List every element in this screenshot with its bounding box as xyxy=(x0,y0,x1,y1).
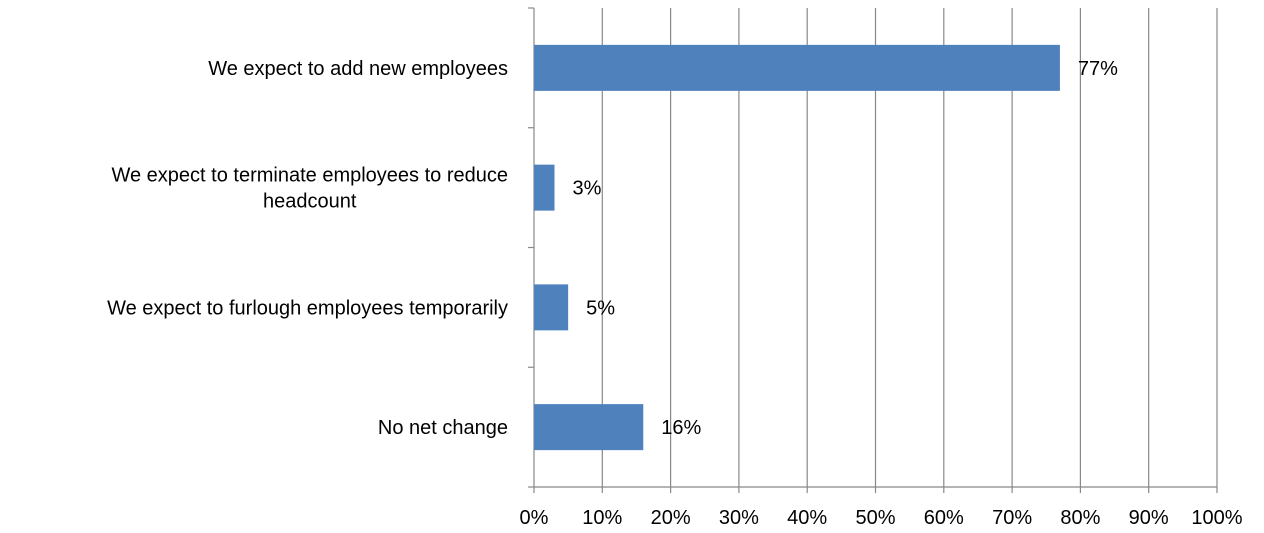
x-tick-label: 40% xyxy=(787,507,827,529)
data-label: 77% xyxy=(1078,58,1118,80)
x-tick-label: 60% xyxy=(924,507,964,529)
data-label: 3% xyxy=(572,178,601,200)
data-label: 16% xyxy=(661,417,701,439)
bar xyxy=(534,284,569,331)
labels: 0% 10% 20% 30% 40% 50% 60% 70% 80% 90% 100% 77% We e… xyxy=(107,58,1243,529)
x-tick-label: 80% xyxy=(1060,507,1100,529)
bar xyxy=(534,404,644,451)
x-tick-label: 70% xyxy=(992,507,1032,529)
x-tick-label: 90% xyxy=(1129,507,1169,529)
x-tick-label: 0% xyxy=(520,507,549,529)
bars xyxy=(534,44,1060,451)
category-label: No net change xyxy=(378,417,508,439)
data-label: 5% xyxy=(586,297,615,319)
x-tick-label: 10% xyxy=(582,507,622,529)
bar xyxy=(534,44,1060,91)
x-tick-label: 30% xyxy=(719,507,759,529)
bar xyxy=(534,164,555,211)
category-label: We expect to add new employees xyxy=(208,58,508,80)
x-tick-label: 100% xyxy=(1191,507,1242,529)
x-tick-label: 50% xyxy=(855,507,895,529)
category-label: We expect to terminate employees to redu… xyxy=(111,165,508,213)
x-tick-label: 20% xyxy=(651,507,691,529)
category-label: We expect to furlough employees temporar… xyxy=(107,297,508,319)
